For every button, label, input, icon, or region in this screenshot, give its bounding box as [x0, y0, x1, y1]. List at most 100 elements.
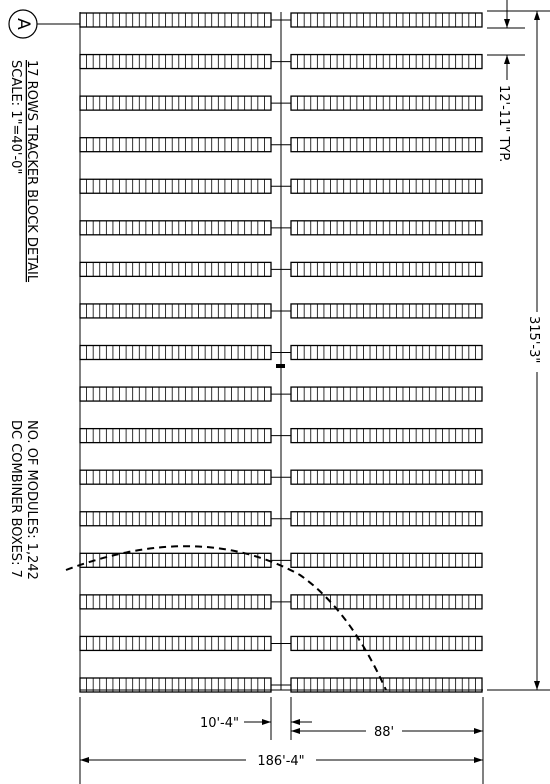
tracker-half-west — [79, 53, 272, 70]
width-dimensions: 10'-4" 88' 186'-4" — [79, 697, 484, 784]
height-dimensions: 12'-11" TYP. 315'-3" — [487, 0, 550, 691]
module-dividers — [86, 594, 265, 609]
module-dividers — [297, 470, 476, 485]
tracker-half-west — [79, 178, 272, 194]
road-gap-arrow-right — [291, 719, 300, 725]
tracker-row — [79, 594, 483, 610]
tracker-row — [79, 635, 483, 652]
tracker-half-west — [79, 635, 272, 652]
module-dividers — [297, 137, 476, 152]
module-dividers — [86, 96, 265, 111]
module-dividers — [297, 13, 476, 27]
total-width-arrow-left — [80, 757, 89, 763]
tracker-half-west — [79, 261, 272, 278]
tracker-half-west — [79, 344, 272, 361]
tracker-row — [79, 677, 483, 693]
tracker-half-east — [290, 137, 483, 153]
tracker-row — [79, 53, 483, 70]
tracker-row — [79, 303, 483, 319]
tracker-row — [79, 220, 483, 236]
module-dividers — [86, 262, 265, 277]
tracker-half-east — [290, 95, 483, 111]
tracker-row — [79, 386, 483, 402]
tracker-half-east — [290, 261, 483, 278]
tracker-half-west — [79, 220, 272, 236]
road-gap-arrow-left — [262, 719, 271, 725]
module-dividers — [297, 54, 476, 69]
tracker-half-west — [79, 427, 272, 444]
tracker-half-east — [290, 469, 483, 485]
dashed-boundary-arc — [65, 545, 387, 691]
center-combiner-box — [276, 364, 285, 368]
tracker-half-east — [290, 303, 483, 319]
tracker-half-west — [79, 511, 272, 527]
module-dividers — [297, 345, 476, 360]
tracker-half-east — [290, 386, 483, 402]
module-dividers — [297, 428, 476, 443]
detail-scale: SCALE: 1"=40'-0" — [8, 60, 23, 174]
tracker-row — [79, 178, 483, 194]
tracker-half-west — [79, 137, 272, 153]
module-dividers — [86, 678, 265, 692]
tracker-half-west — [79, 594, 272, 610]
detail-marker: A — [8, 9, 80, 39]
total-height-arrow-bottom — [534, 681, 540, 690]
module-dividers — [86, 54, 265, 69]
tracker-half-east — [290, 511, 483, 527]
detail-marker-letter: A — [13, 18, 33, 30]
total-height-arrow-top — [534, 11, 540, 20]
tracker-half-west — [79, 469, 272, 485]
total-width-arrow-right — [474, 757, 483, 763]
module-dividers — [86, 13, 265, 27]
tracker-half-east — [290, 53, 483, 70]
total-width-dimension: 186'-4" — [257, 754, 304, 769]
module-dividers — [297, 262, 476, 277]
tracker-row — [79, 344, 483, 361]
tracker-row — [79, 12, 483, 28]
tracker-row — [79, 261, 483, 278]
row-length-arrow-left — [291, 728, 300, 734]
total-height-dimension: 315'-3" — [526, 316, 541, 363]
modules-count-note: NO. OF MODULES: 1,242 — [24, 420, 39, 580]
tracker-row — [79, 511, 483, 527]
module-dividers — [86, 511, 265, 526]
tracker-half-west — [79, 12, 272, 28]
tracker-half-east — [290, 178, 483, 194]
module-dividers — [297, 387, 476, 402]
module-dividers — [86, 553, 265, 568]
tracker-half-east — [290, 552, 483, 568]
module-dividers — [297, 303, 476, 318]
tracker-half-east — [290, 220, 483, 236]
module-dividers — [297, 636, 476, 651]
module-dividers — [297, 179, 476, 194]
tracker-rows — [79, 12, 483, 693]
tracker-row — [79, 95, 483, 111]
module-dividers — [86, 387, 265, 402]
tracker-half-east — [290, 635, 483, 652]
module-dividers — [86, 345, 265, 360]
combiner-boxes-note: DC COMBINER BOXES: 7 — [8, 420, 23, 578]
module-dividers — [86, 303, 265, 318]
module-dividers — [86, 636, 265, 651]
road-gap-dimension: 10'-4" — [200, 716, 239, 731]
module-dividers — [297, 511, 476, 526]
tracker-row — [79, 427, 483, 444]
pitch-arrow-down — [504, 19, 510, 28]
module-dividers — [297, 96, 476, 111]
module-dividers — [86, 428, 265, 443]
tracker-half-east — [290, 12, 483, 28]
detail-title: 17 ROWS TRACKER BLOCK DETAIL — [24, 60, 39, 283]
tracker-half-west — [79, 95, 272, 111]
tracker-block — [79, 12, 483, 693]
row-length-dimension: 88' — [374, 725, 394, 740]
module-dividers — [86, 179, 265, 194]
module-dividers — [86, 220, 265, 235]
tracker-half-east — [290, 427, 483, 444]
row-length-arrow-right — [474, 728, 483, 734]
tracker-half-west — [79, 552, 272, 568]
module-dividers — [297, 220, 476, 235]
module-dividers — [86, 470, 265, 485]
tracker-row — [79, 552, 483, 568]
module-dividers — [86, 137, 265, 152]
